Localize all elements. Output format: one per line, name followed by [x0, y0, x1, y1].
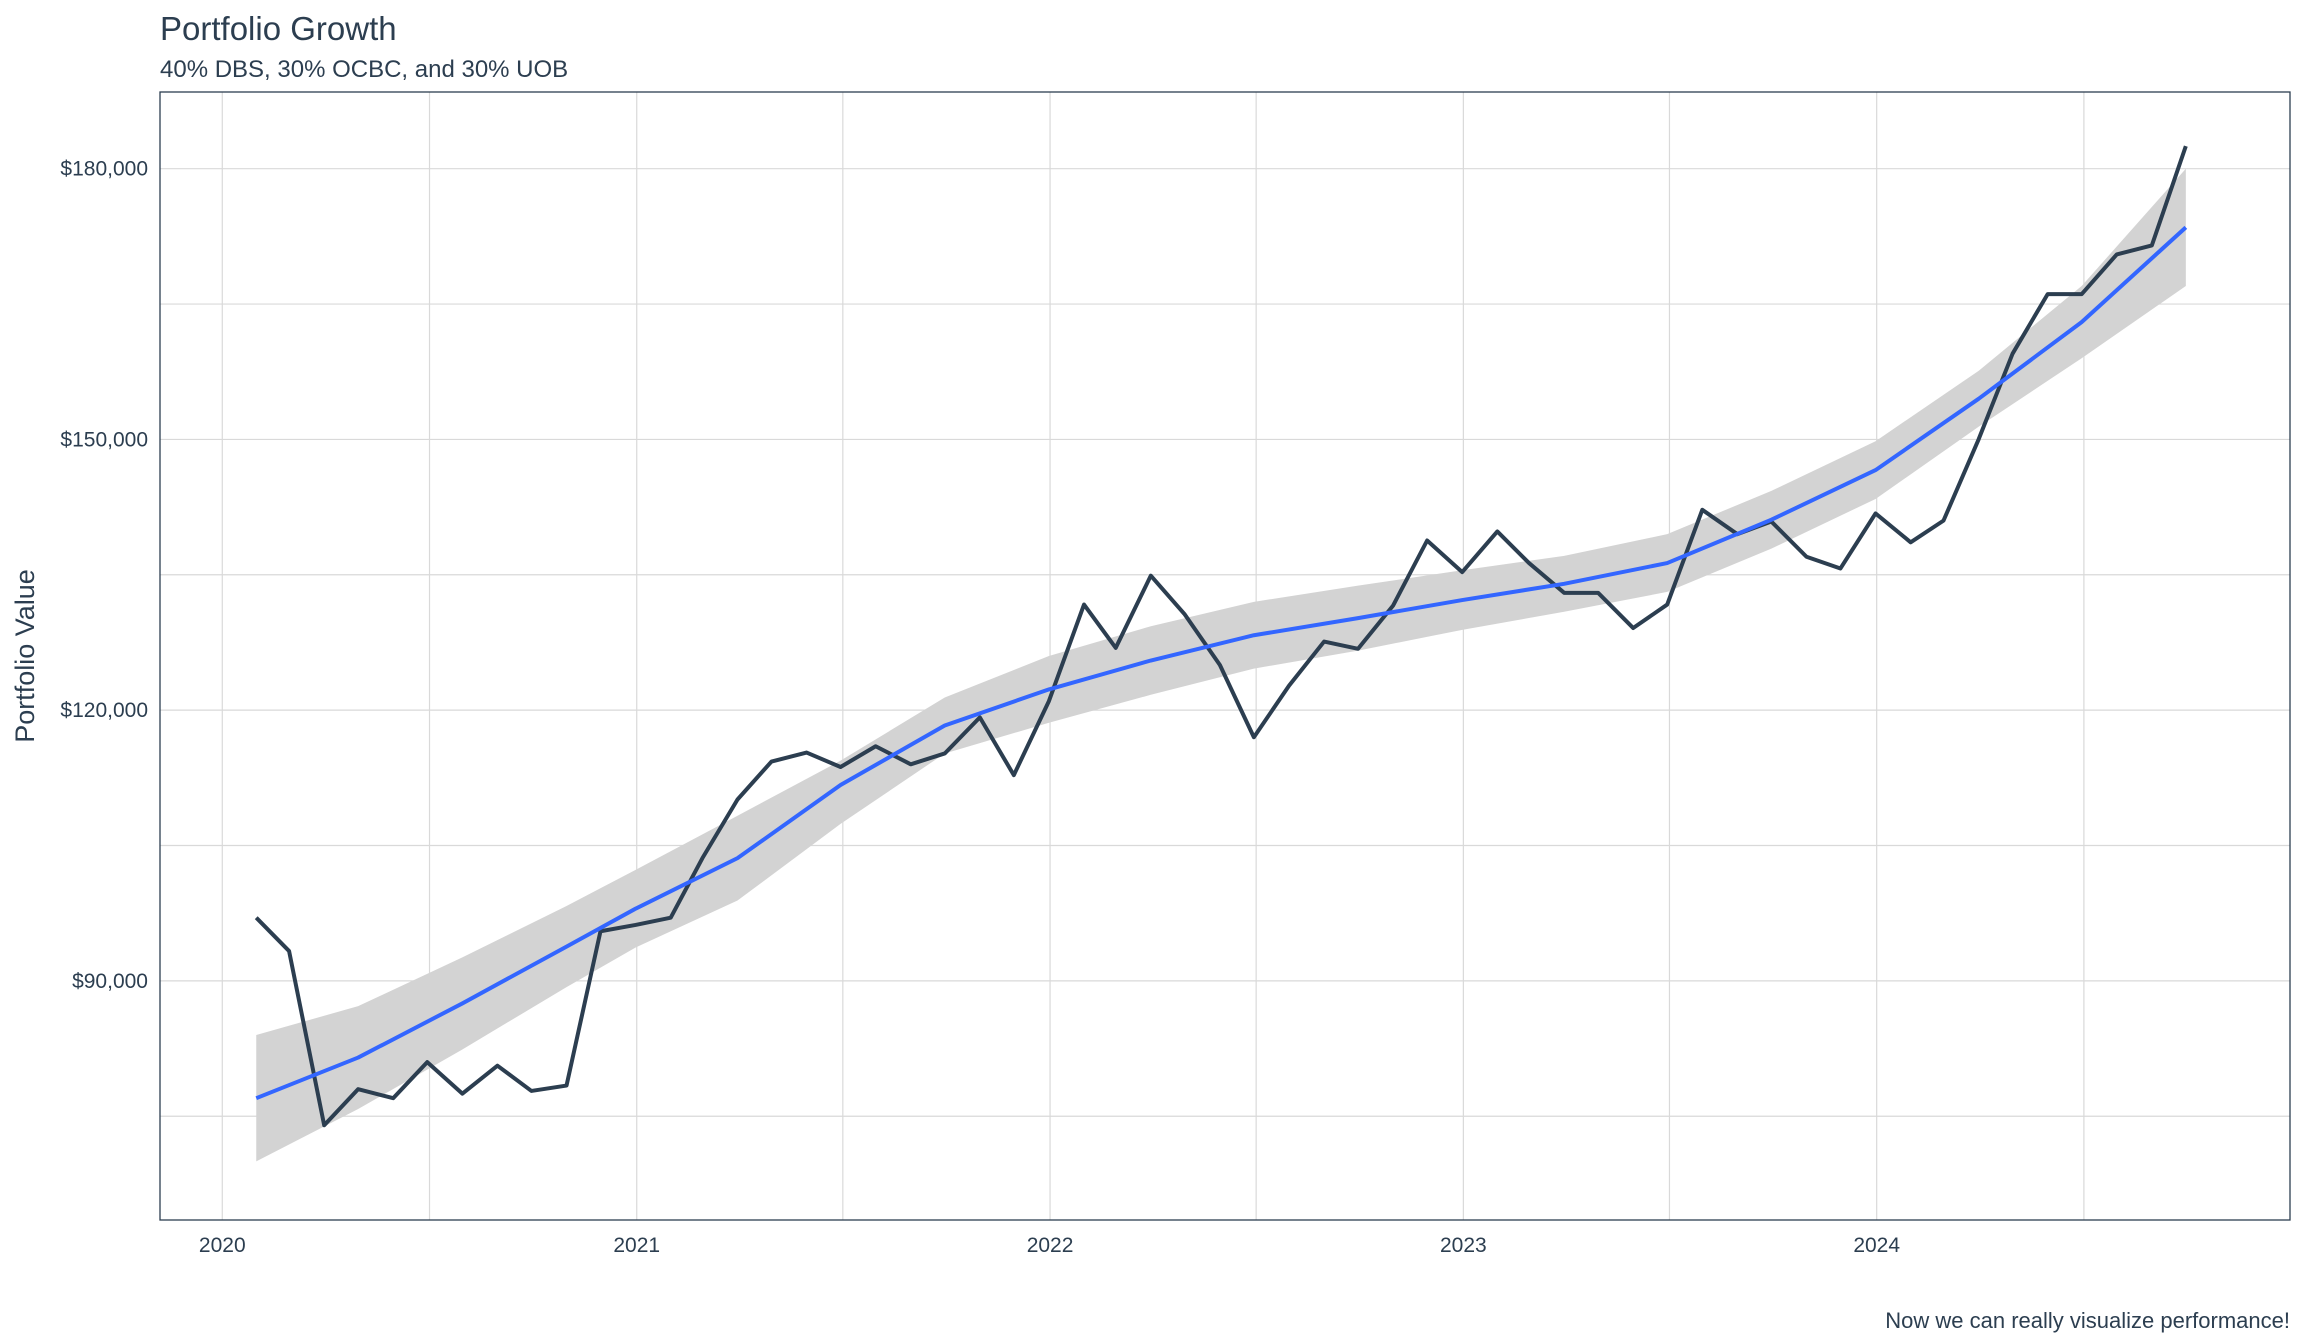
- loess-trend-line: [255, 225, 2188, 1101]
- y-tick-label: $180,000: [60, 158, 148, 181]
- y-axis-ticks: $90,000 $120,000 $150,000 $180,000: [60, 158, 148, 993]
- portfolio-line-group: [254, 145, 2188, 1128]
- x-tick-label: 2022: [1027, 1234, 1074, 1257]
- y-tick-label: $120,000: [60, 699, 148, 722]
- y-axis-title: Portfolio Value: [10, 569, 40, 743]
- x-tick-label: 2024: [1853, 1234, 1900, 1257]
- chart-subtitle: 40% DBS, 30% OCBC, and 30% UOB: [160, 56, 569, 83]
- x-tick-label: 2023: [1440, 1234, 1487, 1257]
- x-axis-ticks: 2020 2021 2022 2023 2024: [199, 1234, 1900, 1257]
- grid-lines: [160, 92, 2290, 1220]
- y-tick-label: $90,000: [72, 970, 148, 993]
- portfolio-value-line: [254, 145, 2188, 1128]
- chart-caption: Now we can really visualize performance!: [1885, 1308, 2290, 1333]
- trend-line-group: [255, 225, 2188, 1101]
- chart-title: Portfolio Growth: [160, 10, 397, 47]
- panel-border: [159, 91, 2291, 1221]
- x-tick-label: 2021: [613, 1234, 660, 1257]
- y-tick-label: $150,000: [60, 428, 148, 451]
- x-tick-label: 2020: [199, 1234, 246, 1257]
